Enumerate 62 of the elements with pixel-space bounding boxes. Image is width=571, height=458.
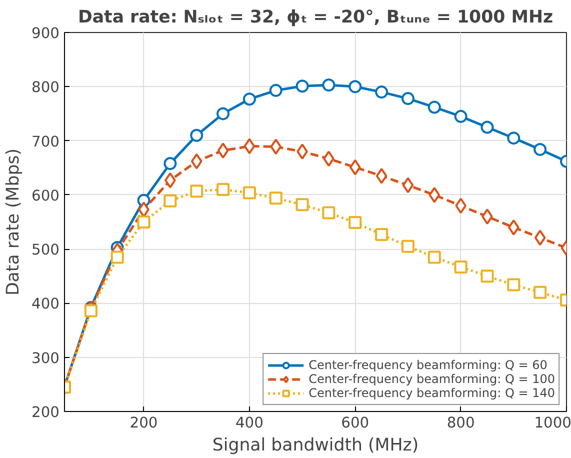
point — [244, 138, 256, 154]
y-tick-label: 200 — [32, 404, 60, 421]
x-tick-label: 800 — [446, 414, 475, 432]
point — [296, 80, 309, 93]
point — [216, 183, 230, 196]
point — [322, 206, 336, 220]
x-tick-label: 400 — [235, 414, 264, 432]
point — [401, 240, 414, 253]
point — [242, 186, 256, 200]
point — [507, 132, 520, 145]
point — [242, 92, 256, 106]
point — [217, 142, 229, 159]
point — [296, 198, 309, 212]
point — [428, 186, 440, 203]
point — [376, 168, 388, 184]
point — [216, 107, 230, 120]
point — [375, 228, 388, 241]
point — [534, 286, 547, 299]
point — [508, 219, 520, 236]
legend-label: Center-frequency beamforming: Q = 100 — [308, 372, 555, 386]
point — [164, 157, 177, 170]
x-tick-label: 600 — [341, 414, 370, 432]
point — [401, 92, 414, 106]
point — [269, 84, 282, 97]
point — [534, 142, 547, 156]
x-axis-title: Signal bandwidth (MHz) — [212, 436, 419, 456]
point — [269, 192, 282, 205]
point — [348, 216, 362, 230]
point — [454, 110, 468, 123]
point — [428, 100, 441, 114]
point — [348, 80, 362, 94]
y-tick-label: 400 — [32, 296, 60, 313]
y-tick-label: 700 — [32, 133, 60, 150]
legend-label: Center-frequency beamforming: Q = 140 — [308, 386, 555, 400]
point — [110, 250, 124, 264]
point — [454, 260, 468, 274]
point — [164, 194, 177, 208]
chart-title: Data rate: Nₛₗₒₜ = 32, ϕₜ = -20°, Bₜᵤₙₑ = 1000 MHz — [78, 8, 554, 28]
y-tick-label: 300 — [32, 350, 60, 367]
point — [428, 250, 441, 264]
point — [375, 86, 388, 99]
point — [190, 184, 204, 198]
point — [322, 78, 336, 92]
y-tick-label: 900 — [32, 25, 60, 42]
legend-label: Center-frequency beamforming: Q = 60 — [308, 358, 548, 372]
point — [349, 159, 361, 176]
point — [507, 278, 520, 292]
point — [137, 216, 150, 228]
point — [270, 138, 282, 155]
y-axis-title: Data rate (Mbps) — [4, 148, 24, 296]
point — [84, 304, 98, 318]
y-tick-label: 800 — [32, 79, 60, 96]
point — [480, 270, 494, 283]
point — [402, 177, 414, 194]
point — [190, 153, 202, 170]
x-tick-label: 200 — [130, 414, 158, 432]
y-tick-label: 600 — [32, 187, 60, 204]
point — [190, 128, 204, 142]
point — [480, 120, 494, 134]
point — [534, 230, 546, 246]
x-tick-label: 1000 — [534, 414, 571, 432]
y-tick-label: 500 — [32, 242, 60, 259]
